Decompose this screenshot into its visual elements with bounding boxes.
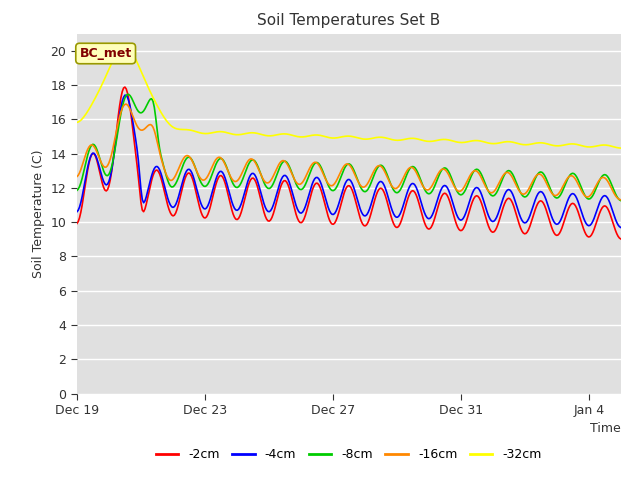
- Y-axis label: Soil Temperature (C): Soil Temperature (C): [32, 149, 45, 278]
- -16cm: [237, 172, 245, 178]
- -2cm: [563, 209, 571, 215]
- -2cm: [237, 209, 245, 215]
- -4cm: [563, 199, 571, 204]
- Text: Time: Time: [590, 422, 621, 435]
- -16cm: [472, 168, 480, 174]
- -16cm: [73, 174, 81, 180]
- -4cm: [237, 201, 245, 207]
- -16cm: [376, 163, 384, 169]
- -32cm: [563, 142, 571, 147]
- -2cm: [456, 228, 464, 233]
- -2cm: [376, 185, 384, 191]
- Line: -32cm: -32cm: [77, 47, 621, 148]
- -32cm: [73, 120, 81, 125]
- -8cm: [256, 169, 264, 175]
- -16cm: [617, 197, 625, 203]
- -16cm: [456, 188, 464, 194]
- Legend: -2cm, -4cm, -8cm, -16cm, -32cm: -2cm, -4cm, -8cm, -16cm, -32cm: [151, 443, 547, 466]
- -2cm: [617, 236, 625, 242]
- Line: -16cm: -16cm: [77, 104, 621, 200]
- -8cm: [376, 162, 384, 168]
- Title: Soil Temperatures Set B: Soil Temperatures Set B: [257, 13, 440, 28]
- -4cm: [73, 209, 81, 215]
- -8cm: [456, 192, 464, 198]
- -32cm: [472, 138, 480, 144]
- -8cm: [73, 188, 81, 193]
- Line: -8cm: -8cm: [77, 94, 621, 201]
- Line: -4cm: -4cm: [77, 95, 621, 228]
- -8cm: [237, 180, 245, 186]
- -8cm: [124, 91, 131, 97]
- -2cm: [121, 84, 129, 90]
- -32cm: [256, 131, 264, 137]
- -4cm: [617, 225, 625, 230]
- -4cm: [376, 179, 384, 184]
- -4cm: [256, 186, 264, 192]
- -8cm: [617, 198, 625, 204]
- -32cm: [456, 140, 464, 145]
- Text: BC_met: BC_met: [79, 47, 132, 60]
- -16cm: [122, 101, 130, 107]
- -4cm: [121, 92, 129, 98]
- Line: -2cm: -2cm: [77, 87, 621, 239]
- -32cm: [617, 145, 625, 151]
- -2cm: [472, 193, 480, 199]
- -16cm: [563, 176, 571, 181]
- -4cm: [472, 185, 480, 191]
- -2cm: [256, 193, 264, 199]
- -4cm: [456, 217, 464, 223]
- -8cm: [472, 167, 480, 172]
- -32cm: [121, 44, 129, 49]
- -2cm: [73, 221, 81, 227]
- -32cm: [376, 134, 384, 140]
- -8cm: [563, 177, 571, 182]
- -16cm: [256, 169, 264, 175]
- -32cm: [237, 132, 245, 137]
